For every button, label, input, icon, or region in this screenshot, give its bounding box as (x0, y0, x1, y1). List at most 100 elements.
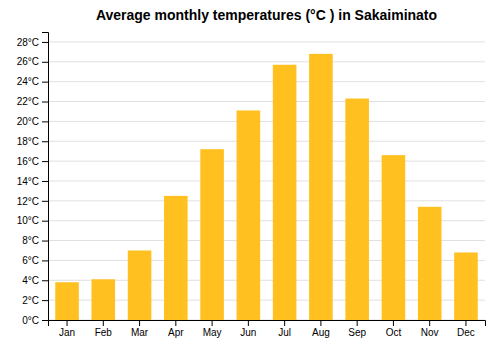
y-tick: 22°C (17, 96, 48, 107)
y-tick-mark (42, 62, 48, 63)
chart-svg: 0°C 2°C 4°C 6°C 8°C 10°C 12°C 14°C 16°C 18°C 20°C 2… (0, 0, 500, 350)
y-tick-mark (42, 201, 48, 202)
y-tick-label: 10°C (17, 215, 39, 226)
grid-line (48, 101, 485, 102)
x-tick-label: Dec (457, 327, 475, 338)
x-tick: Jan (59, 320, 75, 338)
x-axis: Jan Feb Mar Apr May Jun Jul Aug Sep Oct Nov Dec (49, 320, 486, 338)
y-tick-label: 4°C (22, 275, 39, 286)
grid-line (48, 121, 485, 122)
x-tick: Sep (348, 320, 366, 338)
y-tick-mark (42, 221, 48, 222)
y-tick-mark (42, 320, 48, 321)
y-tick: 8°C (22, 235, 48, 246)
bar (382, 155, 406, 320)
grid-line (48, 41, 485, 42)
x-tick-mark (393, 320, 394, 326)
x-tick-mark (357, 320, 358, 326)
x-tick-label: May (203, 327, 222, 338)
bar (92, 279, 116, 320)
x-tick-label: Mar (131, 327, 149, 338)
y-tick-mark (42, 121, 48, 122)
y-tick-label: 22°C (17, 96, 39, 107)
x-tick-label: Jun (240, 327, 256, 338)
y-tick-label: 8°C (22, 235, 39, 246)
x-tick-mark (67, 320, 68, 326)
y-tick-label: 18°C (17, 136, 39, 147)
y-tick-label: 0°C (22, 315, 39, 326)
y-tick-label: 12°C (17, 196, 39, 207)
y-tick-mark (42, 300, 48, 301)
bar (128, 250, 152, 320)
grid-line (48, 81, 485, 82)
y-tick: 2°C (22, 295, 48, 306)
y-tick-mark (42, 102, 48, 103)
y-tick: 18°C (17, 136, 48, 147)
x-tick: Aug (312, 320, 330, 338)
title: Average monthly temperatures (°C ) in Sa… (96, 7, 437, 23)
y-tick: 6°C (22, 255, 48, 266)
y-tick: 14°C (17, 176, 48, 187)
x-tick-mark (139, 320, 140, 326)
x-tick: May (203, 320, 222, 338)
y-tick: 16°C (17, 156, 48, 167)
grid-line (48, 200, 485, 201)
x-tick-label: Jul (278, 327, 291, 338)
y-tick-mark (42, 161, 48, 162)
x-tick: Feb (95, 320, 113, 338)
grid-line (48, 180, 485, 181)
bar (55, 282, 79, 320)
y-tick: 28°C (17, 37, 48, 48)
x-tick-label: Aug (312, 327, 330, 338)
bars (55, 54, 477, 320)
x-tick-mark (248, 320, 249, 326)
y-tick-label: 28°C (17, 37, 39, 48)
y-tick: 0°C (22, 315, 48, 326)
plot-area: 0°C 2°C 4°C 6°C 8°C 10°C 12°C 14°C 16°C 18°C 20°C 2… (17, 33, 486, 339)
x-axis-line (49, 321, 486, 327)
y-tick-mark (42, 241, 48, 242)
x-tick-label: Nov (421, 327, 439, 338)
y-tick-label: 2°C (22, 295, 39, 306)
x-tick: Jul (278, 320, 291, 338)
y-tick-label: 24°C (17, 76, 39, 87)
y-tick: 26°C (17, 56, 48, 67)
y-tick-mark (42, 82, 48, 83)
x-tick-label: Apr (168, 327, 184, 338)
grid-line (48, 61, 485, 62)
y-tick: 20°C (17, 116, 48, 127)
y-tick-mark (42, 42, 48, 43)
x-tick: Nov (421, 320, 439, 338)
bar (454, 252, 478, 320)
y-tick: 10°C (17, 215, 48, 226)
y-tick-mark (42, 280, 48, 281)
y-tick-label: 20°C (17, 116, 39, 127)
x-tick-mark (429, 320, 430, 326)
y-tick-label: 26°C (17, 56, 39, 67)
y-axis: 0°C 2°C 4°C 6°C 8°C 10°C 12°C 14°C 16°C 18°C 20°C 2… (17, 33, 49, 326)
y-tick: 4°C (22, 275, 48, 286)
bar (200, 149, 224, 320)
x-tick-mark (465, 320, 466, 326)
y-tick-mark (42, 141, 48, 142)
x-tick: Mar (131, 320, 149, 338)
grid-line (48, 141, 485, 142)
y-tick-mark (42, 181, 48, 182)
y-tick-label: 6°C (22, 255, 39, 266)
bar (237, 110, 261, 320)
x-tick: Apr (168, 320, 184, 338)
x-tick-label: Sep (348, 327, 366, 338)
x-tick-mark (175, 320, 176, 326)
x-tick-label: Jan (59, 327, 75, 338)
y-tick: 12°C (17, 196, 48, 207)
x-tick-mark (320, 320, 321, 326)
y-tick: 24°C (17, 76, 48, 87)
grid-line (48, 161, 485, 162)
y-tick-mark (42, 260, 48, 261)
bar (164, 196, 188, 320)
grid (48, 42, 485, 320)
bar (273, 65, 297, 320)
x-tick-mark (212, 320, 213, 326)
x-tick: Oct (386, 320, 402, 338)
y-tick-label: 16°C (17, 156, 39, 167)
